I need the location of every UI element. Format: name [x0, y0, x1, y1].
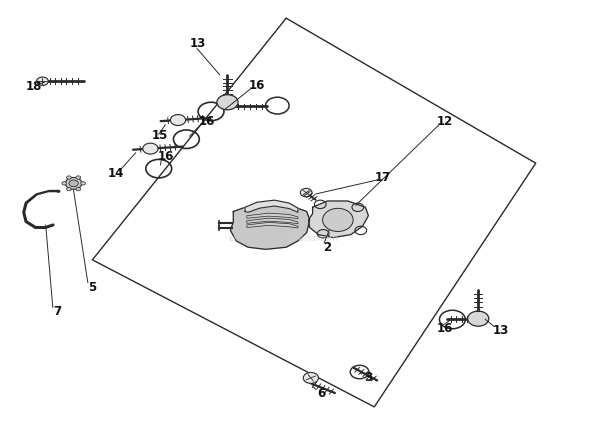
Text: 6: 6 — [317, 387, 326, 400]
Ellipse shape — [323, 209, 353, 231]
Circle shape — [67, 187, 71, 191]
Polygon shape — [247, 222, 298, 228]
Circle shape — [65, 178, 82, 189]
Circle shape — [67, 176, 71, 179]
Polygon shape — [247, 213, 298, 219]
Polygon shape — [245, 200, 298, 212]
Text: 7: 7 — [53, 305, 61, 318]
Text: 16: 16 — [248, 79, 265, 92]
Polygon shape — [309, 201, 368, 238]
Circle shape — [303, 372, 319, 383]
Circle shape — [468, 311, 489, 326]
Text: 3: 3 — [365, 371, 372, 384]
Text: 16: 16 — [199, 115, 215, 128]
Text: 13: 13 — [190, 37, 206, 50]
Text: 13: 13 — [493, 324, 509, 337]
Text: 16: 16 — [158, 150, 174, 163]
Text: 15: 15 — [152, 129, 168, 143]
Circle shape — [143, 143, 158, 154]
Circle shape — [300, 188, 312, 197]
Circle shape — [171, 115, 186, 126]
Text: 14: 14 — [108, 167, 124, 180]
Text: 2: 2 — [323, 241, 332, 254]
Polygon shape — [247, 218, 298, 224]
Text: 18: 18 — [25, 80, 42, 93]
Text: 5: 5 — [88, 280, 97, 294]
Circle shape — [76, 176, 81, 179]
Circle shape — [69, 180, 78, 187]
Circle shape — [217, 95, 238, 110]
Polygon shape — [231, 205, 310, 249]
Circle shape — [81, 181, 86, 185]
Text: 17: 17 — [375, 171, 391, 184]
Circle shape — [37, 77, 48, 85]
Circle shape — [62, 181, 67, 185]
Text: 16: 16 — [437, 322, 453, 335]
Circle shape — [76, 187, 81, 191]
Text: eReplacementParts.com: eReplacementParts.com — [228, 234, 338, 243]
Text: 12: 12 — [437, 115, 453, 128]
